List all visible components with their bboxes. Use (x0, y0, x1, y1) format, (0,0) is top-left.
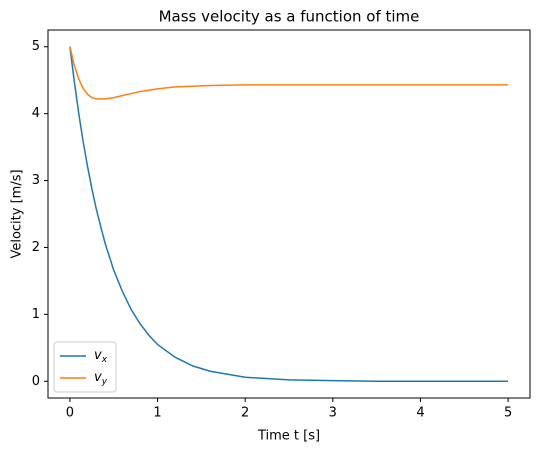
y-tick-label: 0 (32, 374, 40, 389)
y-tick-label: 3 (32, 173, 40, 188)
y-tick-label: 4 (32, 106, 40, 121)
y-tick-label: 5 (32, 39, 40, 54)
plot-frame (47, 29, 531, 399)
y-axis-label: Velocity [m/s] (10, 169, 25, 258)
y-tick-label: 1 (32, 307, 40, 322)
x-tick-label: 3 (329, 406, 337, 421)
data-line (69, 46, 509, 100)
legend-label: vy (94, 370, 108, 387)
legend-box (53, 341, 117, 393)
x-tick-label: 4 (416, 406, 424, 421)
x-tick-label: 0 (66, 406, 74, 421)
y-tick-label: 2 (32, 240, 40, 255)
x-tick-label: 1 (153, 406, 161, 421)
x-tick-label: 5 (504, 406, 512, 421)
x-tick-label: 2 (241, 406, 249, 421)
chart-title: Mass velocity as a function of time (159, 8, 420, 26)
legend-label: vx (94, 348, 108, 365)
x-axis-label: Time t [s] (257, 429, 320, 444)
data-line (69, 46, 509, 383)
